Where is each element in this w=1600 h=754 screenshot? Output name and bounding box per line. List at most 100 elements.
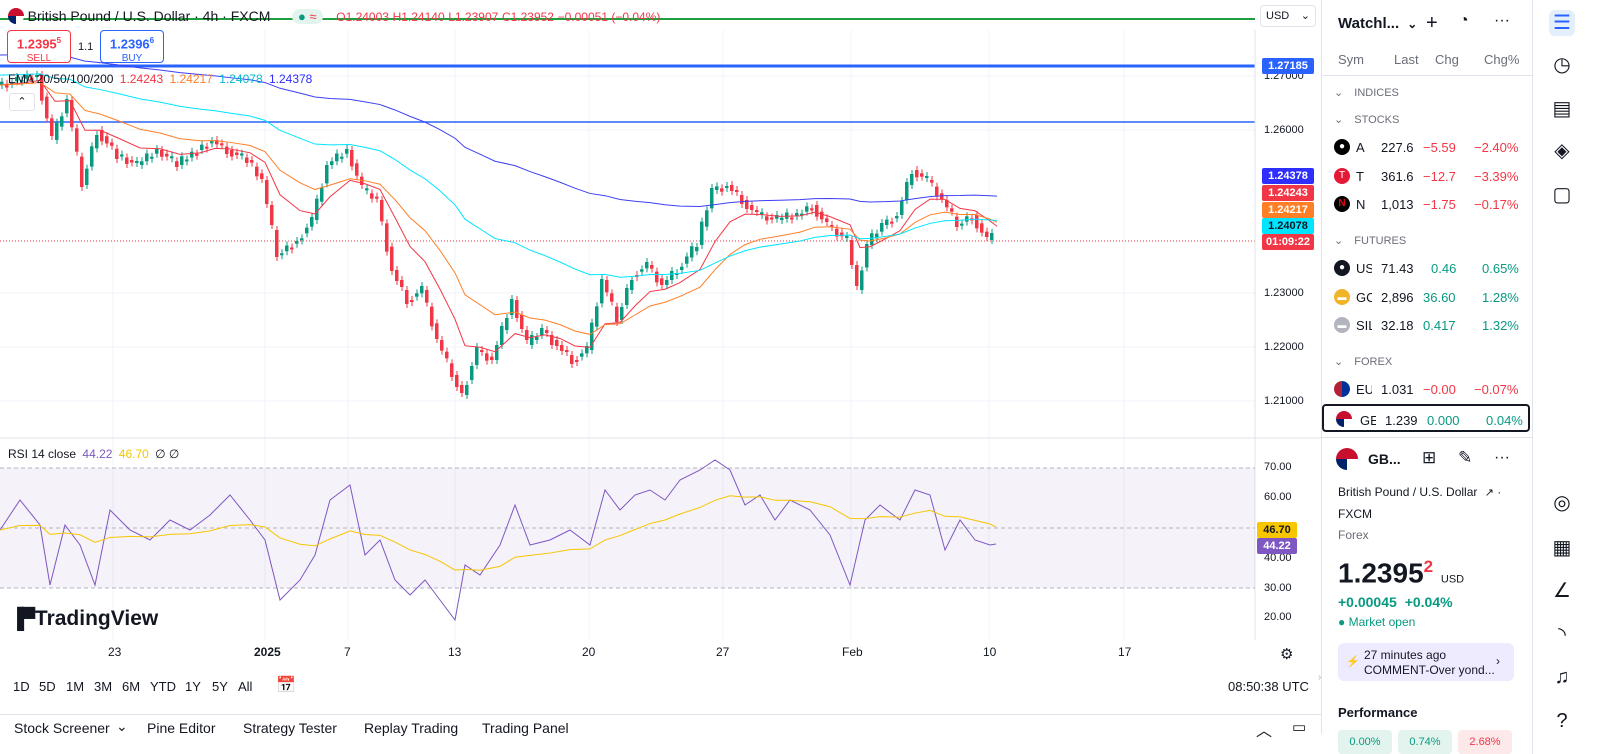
buy-button[interactable]: 1.23966 BUY (100, 30, 164, 64)
watchlist-row[interactable]: N N 1,013 −1.75 −0.17% (1334, 190, 1530, 218)
rsi-label: RSI 14 close (8, 447, 77, 461)
date-range-icon[interactable]: 📅 (276, 677, 296, 694)
sell-button[interactable]: 1.23955 SELL (7, 30, 71, 64)
detail-price: 1.23952 USD (1338, 557, 1464, 589)
watchlist-row[interactable]: ● US 71.43 0.46 0.65% (1334, 254, 1530, 282)
watchlist-title-text: Watchl... (1338, 15, 1400, 32)
watchlist-row[interactable]: ● A 227.6 −5.59 −2.40% (1334, 133, 1530, 161)
rsi-legend[interactable]: RSI 14 close 44.22 46.70 ∅ ∅ (8, 447, 179, 461)
candle (395, 270, 399, 281)
chart-area[interactable]: British Pound / U.S. Dollar · 4h · FXCM … (0, 0, 1322, 734)
detail-name[interactable]: British Pound / U.S. Dollar ↗ · (1338, 485, 1501, 499)
help-icon[interactable]: ? (1556, 710, 1568, 732)
news-card[interactable]: ⚡ 27 minutes ago COMMENT-Over yond... › (1338, 643, 1514, 681)
watchlist-title[interactable]: Watchl... ⌄ (1338, 15, 1417, 32)
range-5d[interactable]: 5D (39, 679, 56, 694)
candle (130, 160, 134, 163)
col-last[interactable]: Last (1394, 52, 1419, 67)
section-futures[interactable]: ⌄ FUTURES (1334, 234, 1406, 247)
edit-icon[interactable]: ✎ (1458, 448, 1473, 467)
tab-pine-editor[interactable]: Pine Editor (147, 720, 216, 736)
tab-strategy-tester[interactable]: Strategy Tester (243, 720, 337, 736)
clock-display[interactable]: 08:50:38 UTC (1228, 679, 1309, 694)
range-3m[interactable]: 3M (94, 679, 113, 694)
symbol-legend[interactable]: British Pound / U.S. Dollar · 4h · FXCM … (8, 8, 660, 24)
range-1d[interactable]: 1D (13, 679, 30, 694)
candle (470, 366, 474, 380)
range-6m[interactable]: 6M (122, 679, 141, 694)
add-symbol-icon[interactable]: + (1426, 12, 1438, 34)
performance-heading[interactable]: Performance (1338, 705, 1418, 720)
watchlist-row-selected[interactable]: GE 1.239 0.000 0.04% (1322, 404, 1530, 432)
layout-icon[interactable]: ⊞ (1422, 448, 1437, 467)
col-chg[interactable]: Chg (1435, 52, 1459, 67)
maximize-panel-icon[interactable]: ▭ (1292, 719, 1307, 736)
candle (285, 245, 289, 252)
col-sym[interactable]: Sym (1338, 52, 1364, 67)
candle (275, 230, 279, 257)
ema-legend[interactable]: EMA 20/50/100/200 1.24243 1.24217 1.2407… (8, 72, 312, 86)
tab-trading-panel[interactable]: Trading Panel (482, 720, 569, 736)
currency-select[interactable]: USD ⌄ (1260, 5, 1316, 27)
col-chgpct[interactable]: Chg% (1484, 52, 1520, 67)
section-stocks[interactable]: ⌄ STOCKS (1334, 113, 1399, 126)
more-options-icon[interactable]: ··· (1494, 449, 1510, 466)
row-symbol: A (1356, 140, 1365, 155)
candle (910, 174, 914, 185)
chat-icon[interactable]: ▢ (1552, 184, 1572, 206)
target-icon[interactable]: ◎ (1553, 492, 1571, 514)
pine-icon[interactable]: ∠ (1553, 580, 1571, 602)
range-ytd[interactable]: YTD (150, 679, 176, 694)
watchlist-row[interactable]: T T 361.6 −12.7 −3.39% (1334, 162, 1530, 190)
signal-icon[interactable]: ◝ (1558, 624, 1566, 646)
spread-value: 1.1 (78, 41, 94, 53)
detail-symbol[interactable]: GB... (1368, 451, 1401, 467)
eurusd-flag-icon (1334, 381, 1350, 397)
symbol-title[interactable]: British Pound / U.S. Dollar · 4h · FXCM (27, 8, 271, 24)
range-1m[interactable]: 1M (66, 679, 85, 694)
more-options-icon[interactable]: ··· (1494, 12, 1510, 29)
chevron-down-icon[interactable]: ⌄ (116, 718, 128, 734)
alerts-clock-icon[interactable]: ◷ (1553, 54, 1571, 76)
candle (445, 351, 449, 359)
row-pct: −3.39% (1474, 169, 1519, 184)
candle (870, 233, 874, 245)
rsi-extra: ∅ ∅ (155, 447, 180, 461)
candle (695, 247, 699, 252)
news-icon[interactable]: ▤ (1552, 98, 1572, 120)
chart-settings-icon[interactable]: ⚙ (1280, 646, 1294, 663)
tab-replay-trading[interactable]: Replay Trading (364, 720, 459, 736)
chart-canvas[interactable] (0, 0, 1322, 670)
candle (35, 75, 39, 77)
watchlist-row[interactable]: EU 1.031 −0.00 −0.07% (1334, 375, 1530, 403)
candle (750, 205, 754, 210)
calendar-icon[interactable]: ▦ (1552, 537, 1572, 559)
time-axis[interactable]: 23 2025 7 13 20 27 Feb 10 17 (0, 645, 1255, 665)
range-1y[interactable]: 1Y (185, 679, 201, 694)
tab-stock-screener[interactable]: Stock Screener (14, 720, 110, 736)
layers-icon[interactable]: ◈ (1554, 140, 1570, 162)
notifications-bell-icon[interactable]: ♫ (1554, 666, 1570, 688)
collapse-legend-button[interactable]: ⌃ (9, 93, 35, 111)
watchlist-icon[interactable]: ☰ (1549, 10, 1575, 36)
candle (235, 152, 239, 155)
candle (310, 217, 314, 227)
panel-collapse-handle-icon[interactable]: › (1318, 672, 1322, 683)
candle (175, 161, 179, 167)
advanced-view-icon[interactable]: ◔ (1459, 12, 1469, 29)
watchlist-row[interactable]: ▬ SIL 32.18 0.417 1.32% (1334, 311, 1530, 339)
collapse-panel-icon[interactable]: ︿ (1256, 723, 1273, 740)
ema200-marker: 1.24378 (1262, 168, 1314, 184)
detail-name-text: British Pound / U.S. Dollar (1338, 485, 1478, 499)
ema200-value: 1.24378 (268, 72, 313, 86)
candle (345, 149, 349, 154)
candle (620, 307, 624, 320)
candle (405, 290, 409, 304)
watchlist-row[interactable]: ▬ GC 2,896 36.60 1.28% (1334, 283, 1530, 311)
candle (120, 154, 124, 157)
section-indices[interactable]: ⌄ INDICES (1334, 86, 1399, 99)
range-5y[interactable]: 5Y (212, 679, 228, 694)
candle (830, 225, 834, 227)
section-forex[interactable]: ⌄ FOREX (1334, 355, 1392, 368)
range-all[interactable]: All (238, 679, 253, 694)
